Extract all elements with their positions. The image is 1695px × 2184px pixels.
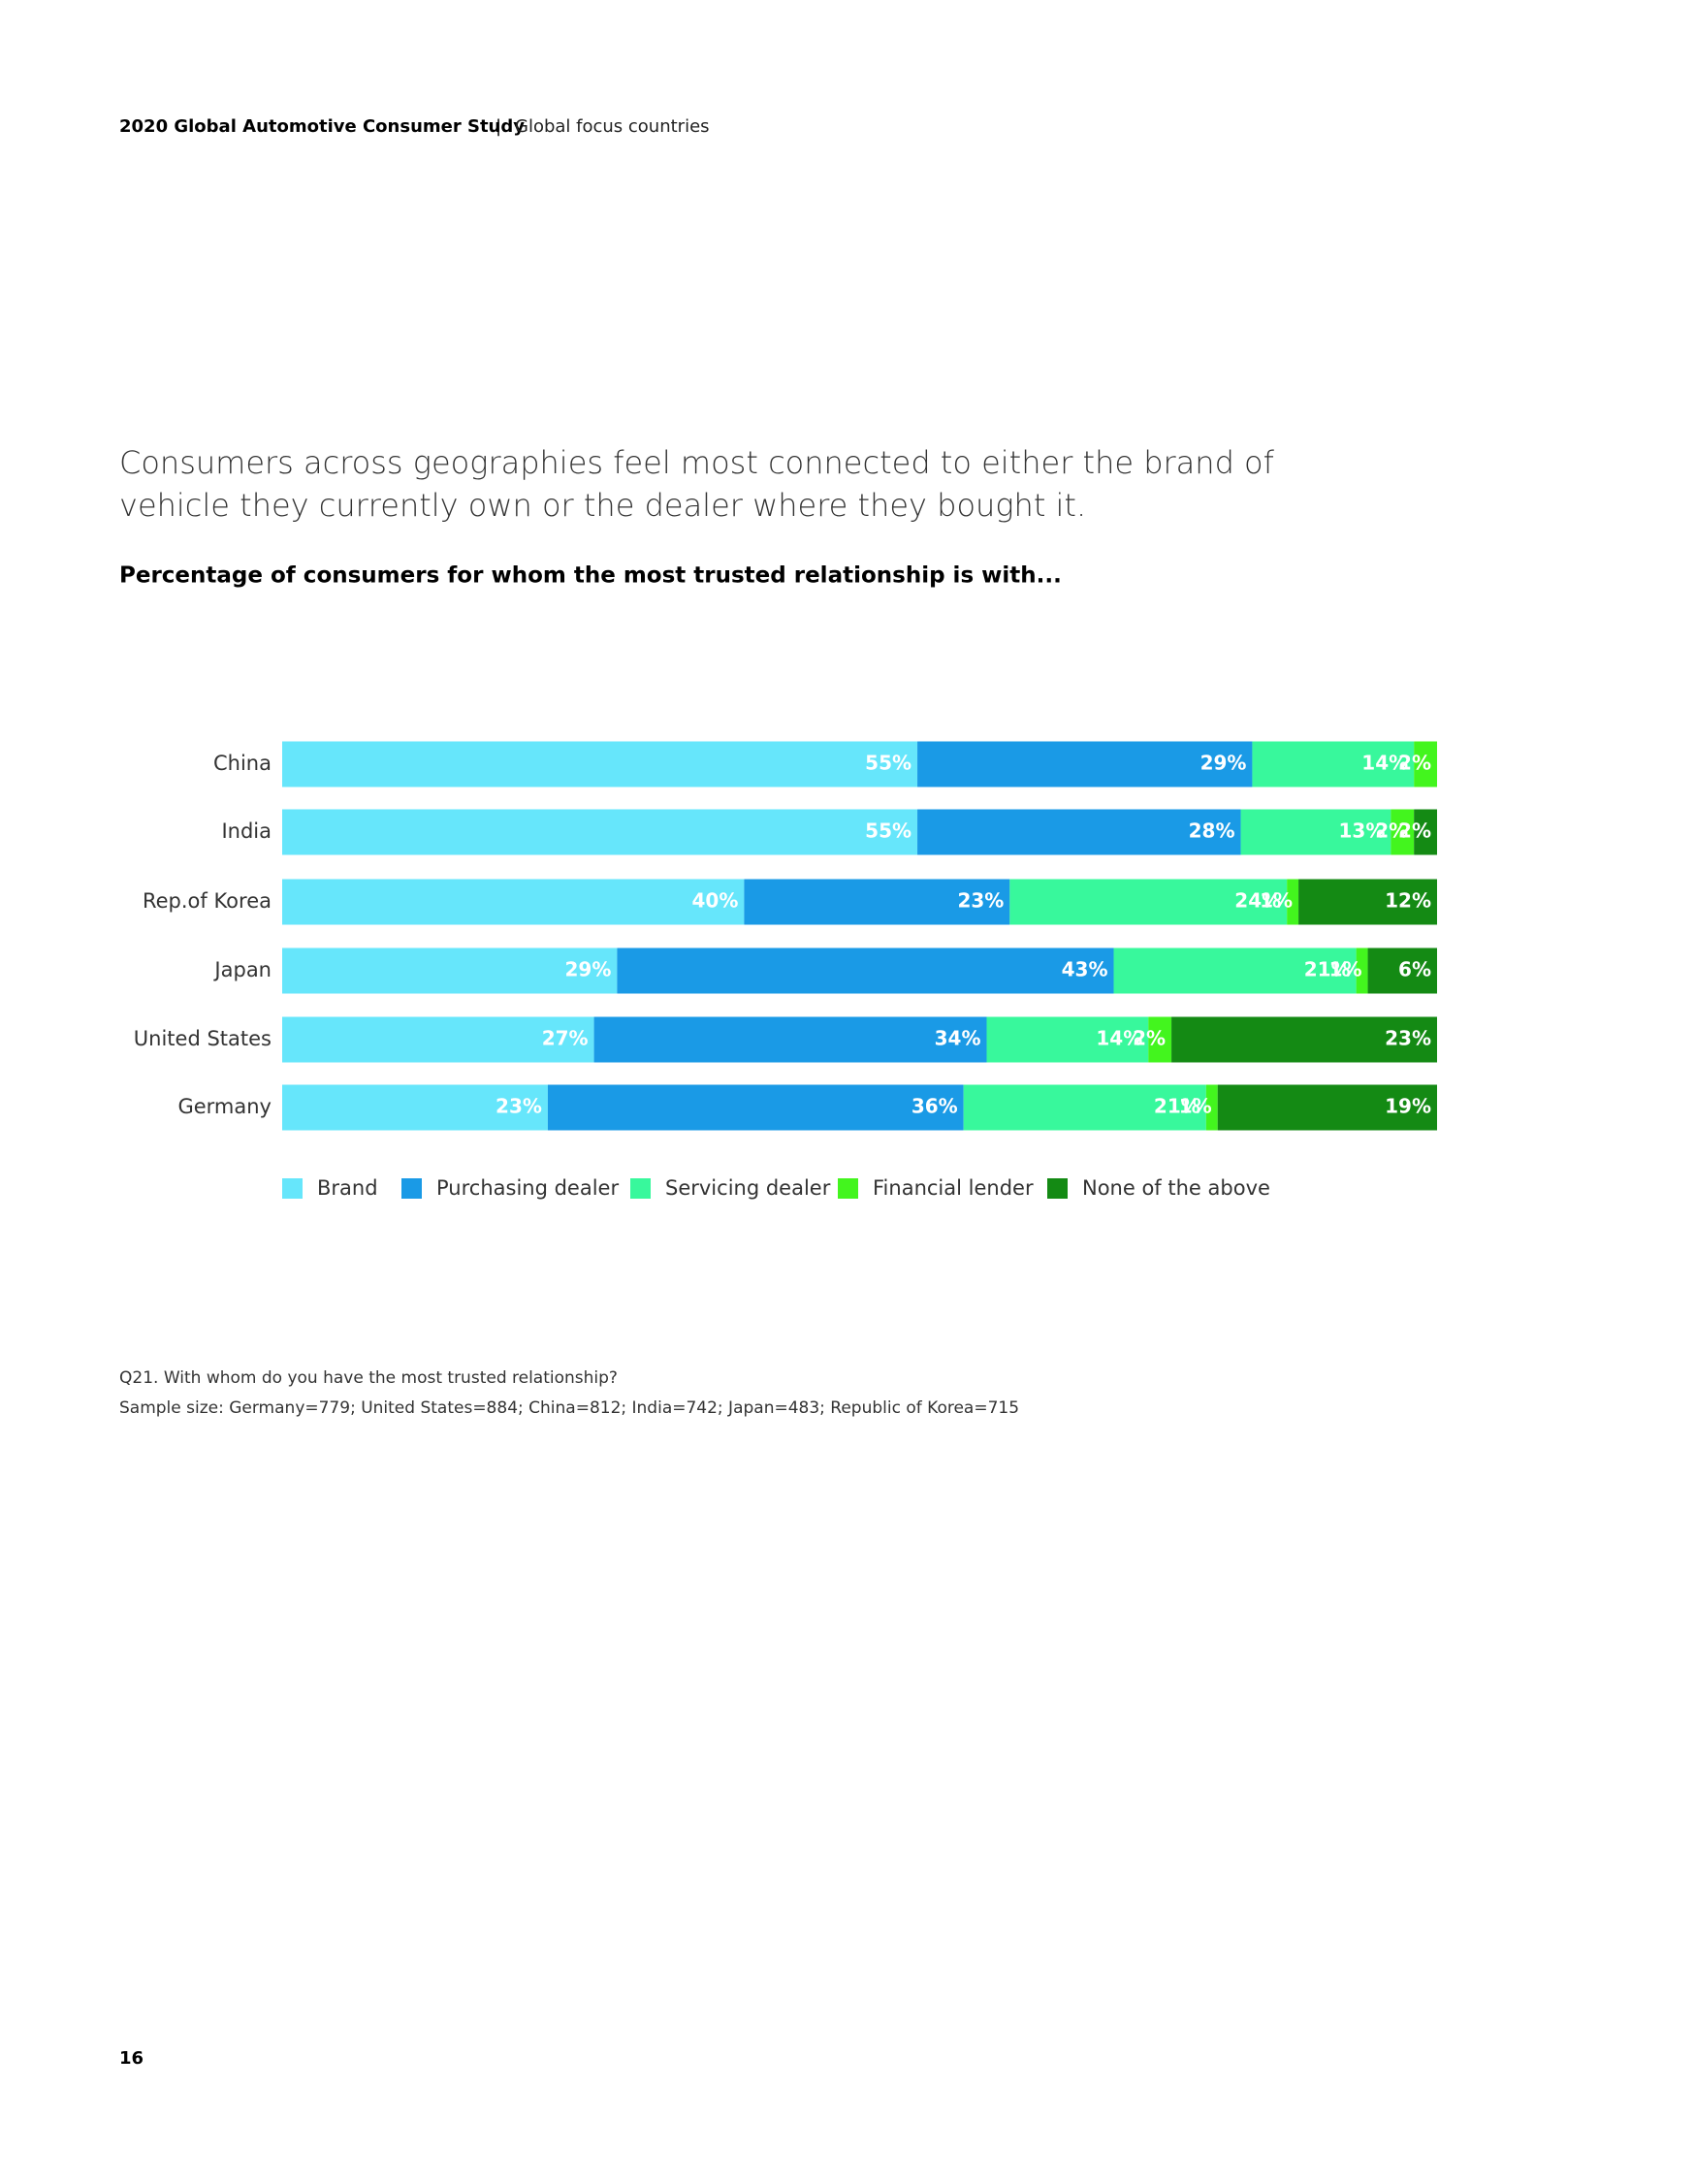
footnote: Q21. With whom do you have the most trus… [119, 1368, 618, 1388]
data-label: 36% [911, 1095, 958, 1118]
bar-segment [1113, 947, 1357, 994]
data-label: 34% [935, 1027, 981, 1050]
bar-segment [1298, 879, 1437, 925]
bar-segment [282, 879, 745, 925]
data-label: 6% [1398, 958, 1431, 981]
category-label: Rep.of Korea [143, 889, 272, 913]
header-separator: | [496, 116, 501, 137]
bar-segment [986, 1016, 1149, 1063]
data-label: 27% [542, 1027, 589, 1050]
data-label: 14% [1096, 1027, 1142, 1050]
category-label: United States [134, 1027, 272, 1050]
data-label: 2% [1398, 752, 1431, 775]
bar-segment [617, 947, 1114, 994]
page-number: 16 [119, 2048, 144, 2069]
data-label: 21% [1304, 958, 1351, 981]
data-label: 24% [1234, 889, 1281, 913]
data-label: 21% [1154, 1095, 1200, 1118]
data-label: 23% [957, 889, 1004, 913]
data-label: 19% [1385, 1095, 1431, 1118]
bar-segment [917, 741, 1253, 787]
data-label: 43% [1062, 958, 1108, 981]
data-label: 2% [1133, 1027, 1166, 1050]
legend-swatch [282, 1178, 303, 1199]
bar-segment [1367, 947, 1437, 994]
bar-segment [282, 947, 618, 994]
bar-segment [1217, 1084, 1437, 1131]
bar-segment [1414, 809, 1437, 855]
data-label: 2% [1398, 819, 1431, 843]
bar-segment [593, 1016, 987, 1063]
legend-label: Purchasing dealer [436, 1176, 619, 1200]
data-label: 55% [865, 752, 911, 775]
bar-segment [917, 809, 1241, 855]
legend-label: Brand [317, 1176, 378, 1200]
chart-title: Percentage of consumers for whom the mos… [119, 563, 1062, 589]
bar-segment [1391, 809, 1415, 855]
bar-segment [1171, 1016, 1437, 1063]
bar-segment [282, 1016, 594, 1063]
data-label: 1% [1329, 958, 1362, 981]
data-label: 23% [1385, 1027, 1431, 1050]
legend-label: Servicing dealer [665, 1176, 831, 1200]
data-label: 23% [496, 1095, 542, 1118]
bar-segment [744, 879, 1010, 925]
data-label: 1% [1260, 889, 1293, 913]
category-label: Germany [177, 1095, 272, 1118]
bar-segment [1414, 741, 1437, 787]
category-label: Japan [212, 958, 272, 981]
chart: China 55% 29% 14%2%India 55% 28% 13%2%2%Rep.of… [134, 741, 1437, 1131]
bar-segment [547, 1084, 964, 1131]
legend-swatch [630, 1178, 651, 1199]
bar-segment [282, 1084, 548, 1131]
headline-box: Consumers across geographies feel most c… [119, 444, 1274, 524]
data-label: 40% [692, 889, 739, 913]
data-label: 29% [1200, 752, 1247, 775]
header-title: 2020 Global Automotive Consumer Study [119, 116, 525, 137]
legend-swatch [1047, 1178, 1068, 1199]
data-label: 12% [1385, 889, 1431, 913]
data-label: 55% [865, 819, 911, 843]
bar-segment [963, 1084, 1206, 1131]
data-label: 1% [1179, 1095, 1212, 1118]
category-label: China [213, 752, 272, 775]
bar-segment [1252, 741, 1415, 787]
footnote: Sample size: Germany=779; United States=… [119, 1398, 1019, 1418]
data-label: 14% [1361, 752, 1408, 775]
legend-label: Financial lender [873, 1176, 1034, 1200]
category-label: India [221, 819, 272, 843]
legend: Brand Purchasing dealer Servicing dealer Fi… [282, 1176, 1270, 1200]
data-label: 28% [1189, 819, 1235, 843]
bar-segment [1148, 1016, 1172, 1063]
bar-segment [1009, 879, 1288, 925]
bar-segment [1287, 879, 1299, 925]
header-section: Global focus countries [515, 116, 710, 137]
data-label: 13% [1338, 819, 1385, 843]
data-label: 29% [565, 958, 612, 981]
legend-swatch [838, 1178, 858, 1199]
bar-segment [1240, 809, 1391, 855]
bar-segment [282, 741, 918, 787]
legend-label: None of the above [1082, 1176, 1270, 1200]
bar-segment [282, 809, 918, 855]
legend-swatch [401, 1178, 422, 1199]
headline: Consumers across geographies feel most c… [119, 444, 1274, 524]
bar-segment [1205, 1084, 1218, 1131]
bar-segment [1356, 947, 1368, 994]
data-label: 2% [1375, 819, 1408, 843]
